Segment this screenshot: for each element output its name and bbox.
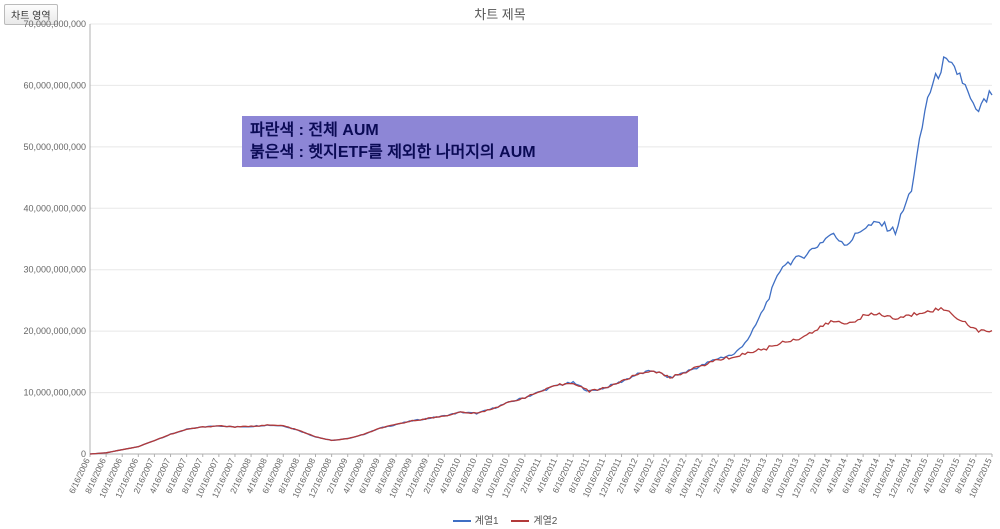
svg-text:30,000,000,000: 30,000,000,000 — [23, 265, 86, 275]
svg-text:20,000,000,000: 20,000,000,000 — [23, 326, 86, 336]
svg-text:60,000,000,000: 60,000,000,000 — [23, 80, 86, 90]
legend-swatch-2 — [511, 520, 529, 522]
svg-text:40,000,000,000: 40,000,000,000 — [23, 203, 86, 213]
annotation-box: 파란색 : 전체 AUM 붉은색 : 헷지ETF를 제외한 나머지의 AUM — [242, 116, 638, 167]
legend-label-2: 계열2 — [533, 516, 557, 527]
legend-label-1: 계열1 — [475, 516, 499, 527]
line-chart: 010,000,000,00020,000,000,00030,000,000,… — [0, 0, 1000, 529]
svg-text:50,000,000,000: 50,000,000,000 — [23, 142, 86, 152]
svg-text:70,000,000,000: 70,000,000,000 — [23, 19, 86, 29]
annotation-line-2: 붉은색 : 헷지ETF를 제외한 나머지의 AUM — [250, 142, 630, 164]
svg-text:10,000,000,000: 10,000,000,000 — [23, 388, 86, 398]
legend-swatch-1 — [453, 520, 471, 522]
legend: 계열1 계열2 — [0, 512, 1000, 527]
annotation-line-1: 파란색 : 전체 AUM — [250, 120, 630, 142]
